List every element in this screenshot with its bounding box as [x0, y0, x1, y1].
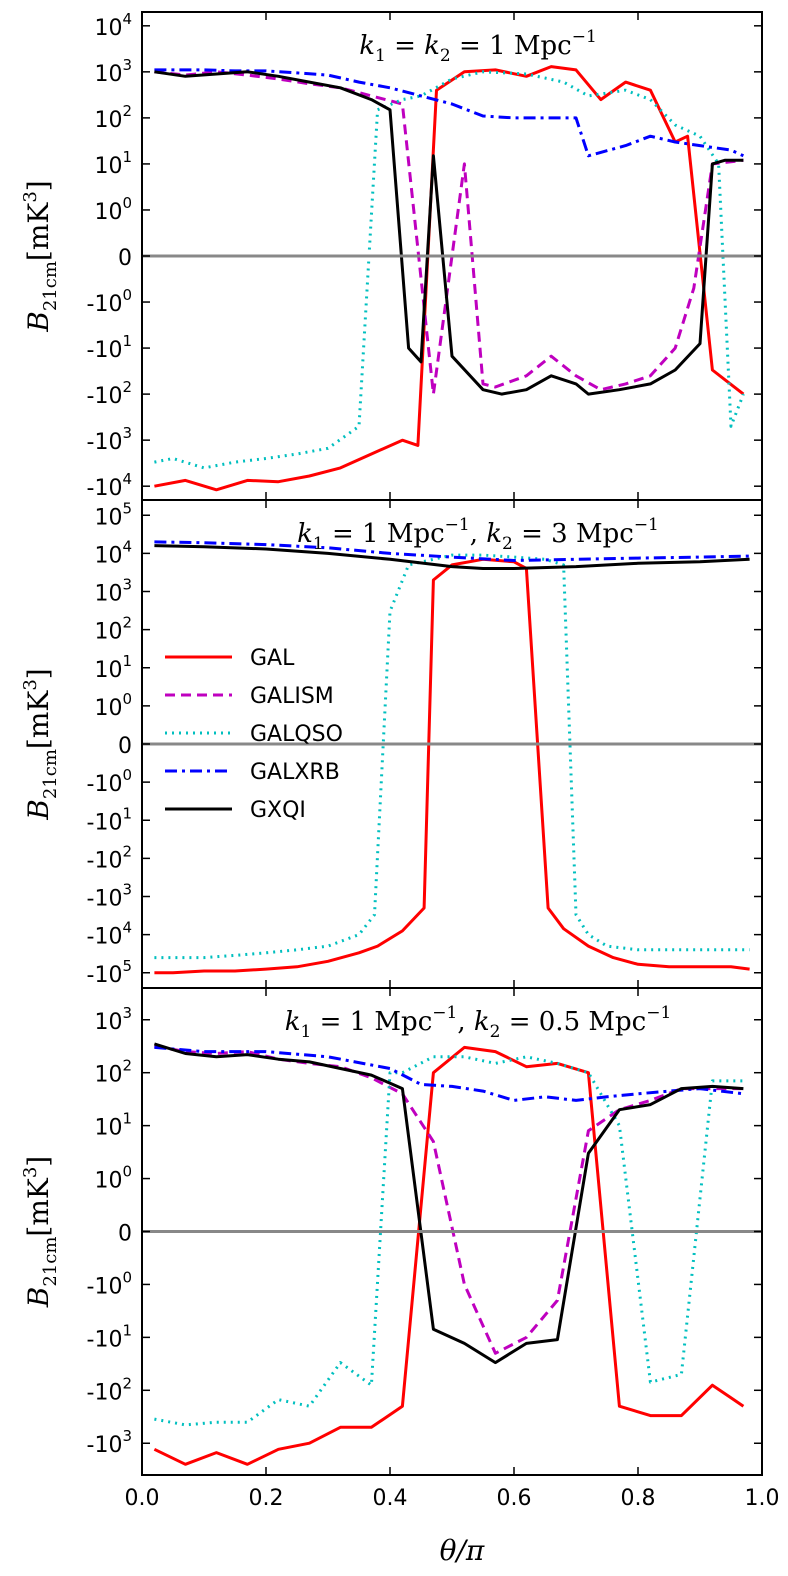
series-line-galxrb: [154, 540, 750, 562]
x-tick-label: 0.6: [497, 1486, 532, 1511]
x-tick-label: 1.0: [745, 1486, 780, 1511]
y-tick-label: 102: [94, 102, 132, 133]
series-line-galqso: [154, 1055, 744, 1427]
legend-label-galxrb: GALXRB: [250, 760, 340, 785]
y-tick-label: 104: [94, 537, 132, 568]
legend-label-galqso: GALQSO: [250, 722, 343, 747]
panels: 104 103 102 101 100 0 -100 -101 -102 -103 -104 B21c…: [20, 10, 780, 1511]
series-line-galqso: [154, 70, 745, 470]
y-tick-label: 102: [94, 1057, 132, 1088]
series-line-gxqi: [153, 1042, 744, 1365]
series-line-galqso: [154, 553, 750, 960]
panel-title: k1 = 1 Mpc−1, k2 = 3 Mpc−1: [297, 515, 659, 554]
y-tick-label: -102: [87, 378, 132, 409]
y-tick-label: -102: [87, 842, 132, 873]
y-tick-label: -101: [87, 804, 132, 835]
y-tick-label: 101: [94, 148, 132, 179]
y-tick-label: 103: [94, 576, 132, 607]
series-line-galism: [154, 70, 744, 396]
y-tick-label: 0: [118, 246, 132, 271]
y-tick-label: -104: [87, 919, 132, 950]
y-tick-label: -103: [87, 1427, 132, 1458]
x-tick-label: 0.4: [373, 1486, 408, 1511]
y-tick-label: 104: [94, 10, 132, 41]
series-line-galxrb: [154, 68, 745, 158]
y-axis-label: B21cm[mK3]: [20, 668, 61, 820]
series-line-gxqi: [154, 70, 744, 396]
panel-title: k1 = 1 Mpc−1, k2 = 0.5 Mpc−1: [285, 1003, 672, 1042]
series-line-gal: [154, 557, 750, 975]
x-axis-label: θ/π: [440, 1534, 485, 1567]
y-tick-label: -100: [87, 766, 132, 797]
y-tick-label: -103: [87, 881, 132, 912]
series-line-gxqi: [154, 544, 750, 570]
series-line-galism: [154, 1044, 744, 1355]
y-tick-label: 0: [118, 1222, 132, 1247]
legend-label-gxqi: GXQI: [250, 798, 306, 823]
y-tick-label: 103: [94, 56, 132, 87]
panel-2: 105 104 103 102 101 100 0 -100 -101 -102 -103 -104 -…: [20, 499, 763, 989]
y-tick-label: 101: [94, 1110, 132, 1141]
y-tick-label: 103: [94, 1004, 132, 1035]
x-tick-label: 0.2: [249, 1486, 284, 1511]
y-axis-label: B21cm[mK3]: [20, 1156, 61, 1308]
y-tick-label: -100: [87, 1268, 132, 1299]
y-tick-label: 100: [94, 194, 132, 225]
y-tick-label: -104: [87, 470, 132, 501]
series-line-galxrb: [154, 1045, 744, 1102]
y-tick-label: -100: [87, 286, 132, 317]
y-tick-label: 101: [94, 652, 132, 683]
series-line-gal: [153, 1045, 745, 1466]
y-tick-label: -102: [87, 1374, 132, 1405]
panel-3: 103 102 101 100 0 -100 -101 -102 -103 B21cm[mK3] k…: [20, 987, 763, 1476]
y-axis-label: B21cm[mK3]: [20, 180, 61, 332]
series-line-gal: [154, 65, 745, 492]
panel-title: k1 = k2 = 1 Mpc−1: [359, 27, 597, 66]
panel-1: 104 103 102 101 100 0 -100 -101 -102 -103 -104 B21c…: [20, 10, 763, 501]
y-tick-label: -101: [87, 1321, 132, 1352]
legend-label-galism: GALISM: [250, 684, 334, 709]
x-tick-label: 0.8: [621, 1486, 656, 1511]
legend: GAL GALISM GALQSO GALXRB GXQI: [165, 646, 343, 823]
y-tick-label: 0: [118, 734, 132, 759]
x-tick-label: 0.0: [125, 1486, 160, 1511]
legend-label-gal: GAL: [250, 646, 295, 671]
y-tick-label: 100: [94, 1163, 132, 1194]
y-tick-label: 102: [94, 614, 132, 645]
y-tick-label: -101: [87, 332, 132, 363]
y-tick-label: -105: [87, 957, 132, 988]
y-tick-label: 100: [94, 690, 132, 721]
y-tick-label: -103: [87, 424, 132, 455]
y-tick-label: 105: [94, 499, 132, 530]
